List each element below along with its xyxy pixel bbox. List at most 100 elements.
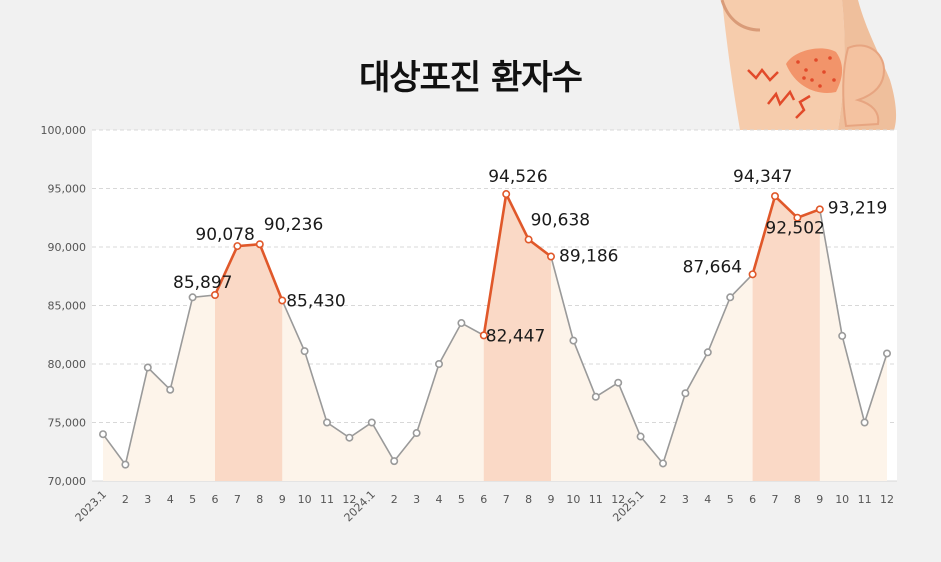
- pain-zigzag: [747, 67, 779, 82]
- data-label: 85,430: [286, 291, 345, 311]
- rash-dot: [828, 56, 832, 60]
- data-point: [188, 293, 197, 302]
- data-point: [99, 430, 108, 439]
- data-point: [793, 213, 802, 222]
- y-tick-label: 95,000: [48, 183, 87, 196]
- data-point: [658, 459, 667, 468]
- data-point: [636, 432, 645, 441]
- data-label: 89,186: [559, 247, 618, 267]
- x-tick-label: 9: [279, 493, 286, 506]
- x-tick-label: 3: [682, 493, 689, 506]
- y-tick-label: 85,000: [48, 300, 87, 313]
- x-tick-label: 7: [772, 493, 779, 506]
- data-point: [838, 331, 847, 340]
- data-point: [882, 349, 891, 358]
- navel-line: [720, 0, 761, 32]
- x-tick-label: 2: [391, 493, 398, 506]
- x-tick-label: 4: [436, 493, 443, 506]
- data-point: [367, 418, 376, 427]
- data-label: 94,347: [733, 167, 792, 187]
- y-tick-label: 75,000: [48, 417, 87, 430]
- x-tick-label: 3: [413, 493, 420, 506]
- x-tick-label: 8: [794, 493, 801, 506]
- x-tick-label: 12: [342, 493, 356, 506]
- x-tick-label: 9: [548, 493, 555, 506]
- data-point: [614, 378, 623, 387]
- data-point: [703, 348, 712, 357]
- data-label: 92,502: [765, 219, 824, 239]
- data-point: [569, 336, 578, 345]
- data-label: 94,526: [488, 167, 547, 187]
- data-label: 82,447: [486, 326, 545, 346]
- data-point: [524, 235, 533, 244]
- x-tick-label: 11: [320, 493, 334, 506]
- rash-dot: [796, 60, 800, 64]
- data-point: [211, 291, 220, 300]
- x-tick-label: 8: [256, 493, 263, 506]
- x-tick-label: 5: [727, 493, 734, 506]
- torso-shape: [722, 0, 845, 130]
- highlight-line: [482, 189, 552, 336]
- x-tick-label: 6: [212, 493, 219, 506]
- data-point: [300, 347, 309, 356]
- rash-dot: [804, 68, 808, 72]
- data-label: 85,897: [173, 273, 232, 293]
- x-tick-label: 5: [189, 493, 196, 506]
- y-tick-label: 90,000: [48, 241, 87, 254]
- data-point: [255, 240, 264, 249]
- data-point: [815, 205, 824, 214]
- data-point: [345, 433, 354, 442]
- y-tick-label: 70,000: [48, 475, 87, 488]
- pain-zigzag: [767, 89, 796, 107]
- highlight-line: [213, 242, 284, 301]
- x-tick-label: 12: [611, 493, 625, 506]
- y-tick-label: 80,000: [48, 358, 87, 371]
- data-point: [860, 418, 869, 427]
- data-point: [591, 392, 600, 401]
- data-point: [681, 389, 690, 398]
- x-tick-label: 7: [503, 493, 510, 506]
- x-tick-label: 9: [816, 493, 823, 506]
- data-point: [726, 293, 735, 302]
- data-point: [143, 363, 152, 372]
- x-tick-label: 2: [122, 493, 129, 506]
- x-tick-label: 4: [167, 493, 174, 506]
- rash-dot: [814, 58, 818, 62]
- rash-dot: [802, 76, 806, 80]
- data-point: [278, 296, 287, 305]
- data-point: [770, 192, 779, 201]
- chart-title: 대상포진 환자수: [359, 58, 583, 98]
- data-point: [233, 242, 242, 251]
- data-point: [546, 252, 555, 261]
- rash-dot: [832, 78, 836, 82]
- hand-shape: [842, 44, 886, 128]
- data-label: 93,219: [828, 198, 887, 218]
- x-tick-label: 7: [234, 493, 241, 506]
- highlight-area: [215, 244, 283, 481]
- skin-rash-illustration: [720, 0, 897, 130]
- x-tick-label: 2: [660, 493, 667, 506]
- x-tick-label: 8: [525, 493, 532, 506]
- data-label: 87,664: [683, 257, 742, 277]
- rash-dot: [810, 78, 814, 82]
- rash-dot: [822, 70, 826, 74]
- x-tick-label: 6: [749, 493, 756, 506]
- x-tick-label: 4: [704, 493, 711, 506]
- data-point: [502, 190, 511, 199]
- data-point: [121, 460, 130, 469]
- x-tick-label: 12: [880, 493, 894, 506]
- x-tick-label: 5: [458, 493, 465, 506]
- data-point: [748, 270, 757, 279]
- data-label: 90,078: [195, 225, 254, 245]
- x-tick-label: 10: [298, 493, 312, 506]
- x-tick-label: 10: [566, 493, 580, 506]
- x-tick-label: 2023.1: [73, 488, 109, 524]
- x-tick-label: 6: [480, 493, 487, 506]
- data-label: 90,638: [531, 211, 590, 231]
- data-label: 90,236: [264, 215, 323, 235]
- highlight-area: [483, 194, 551, 481]
- y-tick-label: 100,000: [41, 124, 87, 137]
- rash-patch: [786, 48, 843, 93]
